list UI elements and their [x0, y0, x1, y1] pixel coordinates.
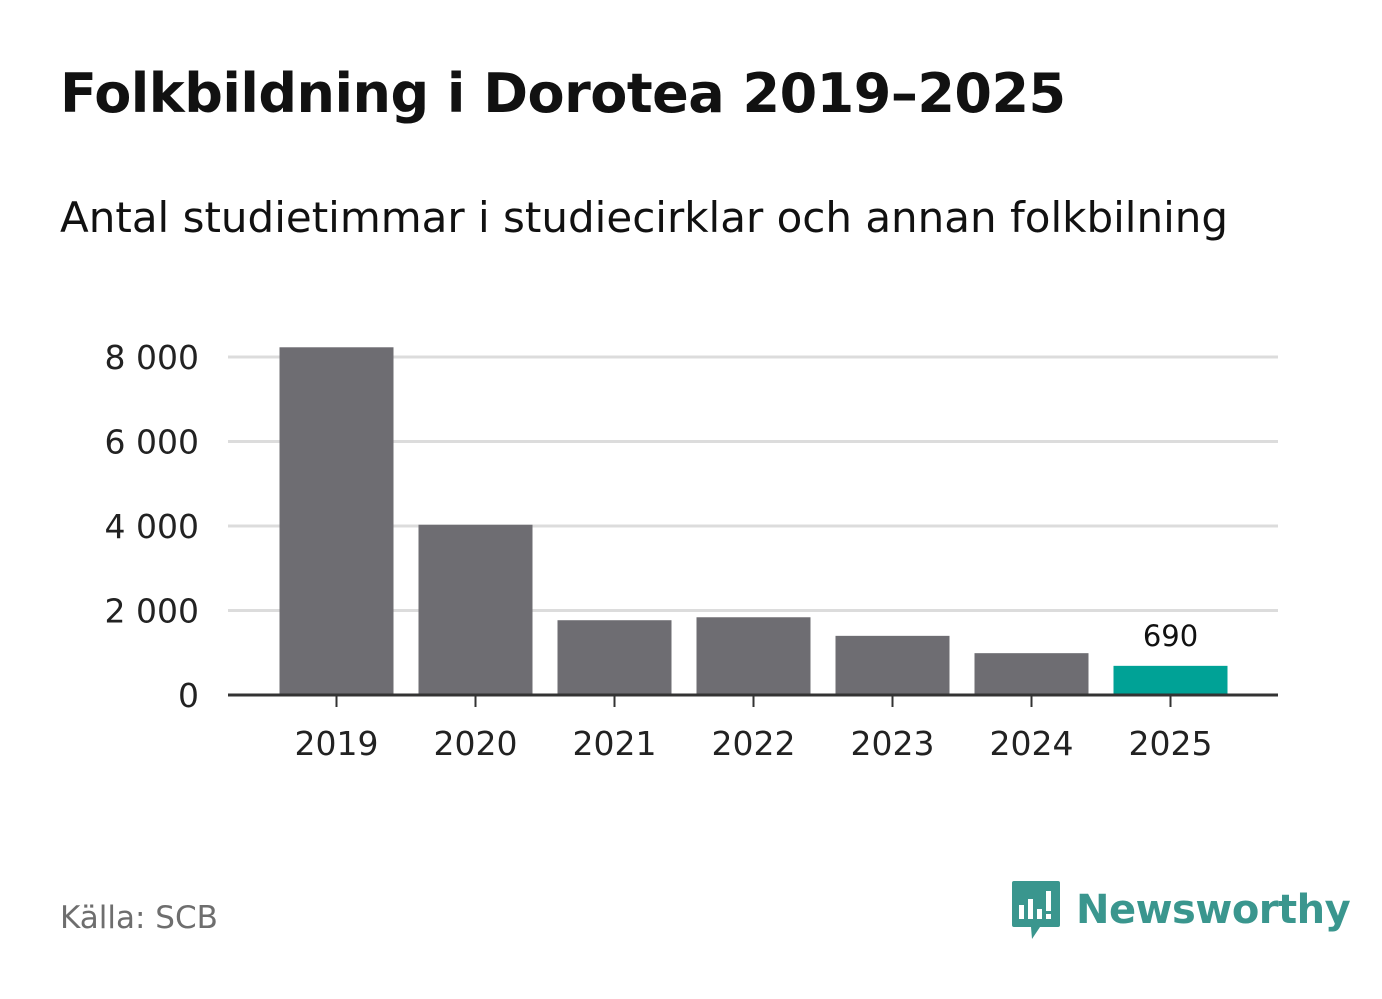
chart-subtitle: Antal studietimmar i studiecirklar och a… [60, 193, 1229, 242]
y-tick-label: 8 000 [105, 338, 199, 377]
bar-2020 [418, 524, 533, 695]
brand-name: Newsworthy [1076, 887, 1351, 933]
newsworthy-logo-icon [1012, 881, 1060, 939]
x-tick-label: 2021 [573, 724, 657, 763]
y-axis-ticks: 0 2 000 4 000 6 000 8 000 [105, 338, 199, 715]
bar-2021 [557, 620, 672, 695]
bar-2023 [835, 635, 950, 695]
chart-title: Folkbildning i Dorotea 2019–2025 [60, 62, 1066, 125]
y-tick-label: 4 000 [105, 507, 199, 546]
x-tick-label: 2019 [295, 724, 379, 763]
source-note: Källa: SCB [60, 900, 218, 936]
bar-2024 [974, 653, 1089, 695]
bar-2022 [696, 617, 811, 695]
y-tick-label: 0 [178, 676, 199, 715]
x-tick-label: 2023 [851, 724, 935, 763]
y-tick-label: 2 000 [105, 592, 199, 631]
bar-2019 [279, 347, 394, 695]
x-tick-label: 2020 [434, 724, 518, 763]
x-tick-label: 2025 [1129, 724, 1213, 763]
brand: Newsworthy [1010, 878, 1351, 942]
gridlines [228, 355, 1278, 612]
y-tick-label: 6 000 [105, 423, 199, 462]
x-tick-label: 2024 [990, 724, 1074, 763]
data-labels: 690 [1143, 619, 1198, 653]
data-label-2025: 690 [1143, 619, 1198, 653]
bars [279, 347, 1228, 695]
x-tick-label: 2022 [712, 724, 796, 763]
x-axis-ticks: 2019 2020 2021 2022 2023 2024 2025 [295, 695, 1213, 763]
bar-2025 [1113, 665, 1228, 695]
